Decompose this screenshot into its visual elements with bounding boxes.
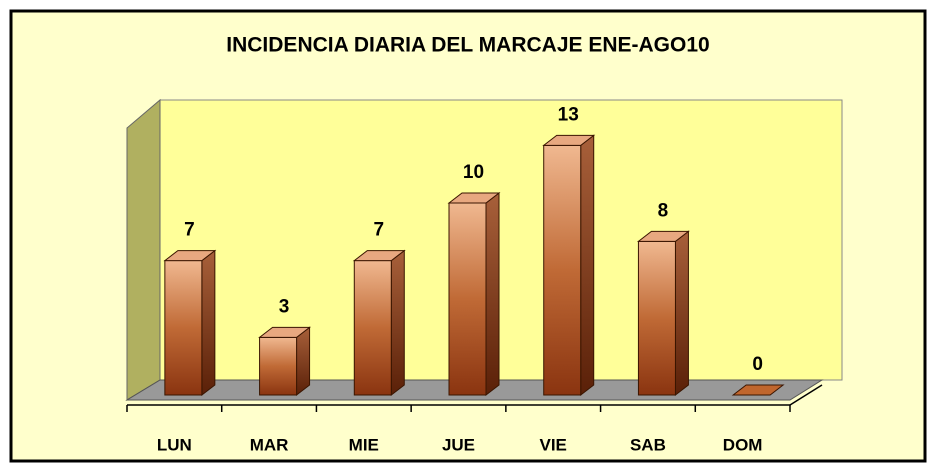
bar: [353, 260, 392, 396]
bar-side: [580, 134, 595, 397]
side-wall: [126, 98, 161, 401]
x-tick-label: MAR: [250, 435, 289, 454]
x-axis-depth: [789, 384, 823, 406]
data-label: 8: [658, 200, 669, 221]
bar-top: [447, 192, 501, 204]
bar-top: [636, 230, 690, 242]
data-label: 7: [373, 220, 384, 241]
x-tick-label: MIE: [349, 435, 379, 454]
data-label: 3: [279, 296, 290, 317]
bar-top: [258, 326, 312, 338]
x-tick-label: JUE: [442, 435, 475, 454]
data-label: 0: [752, 354, 763, 375]
bar: [448, 202, 487, 396]
x-tick-label: VIE: [540, 435, 567, 454]
bar: [543, 144, 582, 396]
bar-side: [296, 326, 311, 397]
data-label: 7: [184, 220, 195, 241]
data-label: 10: [463, 162, 484, 183]
x-tick-label: SAB: [630, 435, 666, 454]
bar-side: [674, 230, 689, 397]
bar-side: [201, 249, 216, 397]
bar-side: [390, 249, 405, 397]
bar-top: [352, 250, 406, 262]
bar: [259, 336, 298, 396]
x-tick-label: LUN: [157, 435, 192, 454]
bar-side: [485, 191, 500, 397]
x-tick-label: DOM: [723, 435, 763, 454]
bar-top: [542, 134, 596, 146]
bar: [164, 260, 203, 396]
chart-title: INCIDENCIA DIARIA DEL MARCAJE ENE-AGO10: [226, 34, 709, 57]
bar-top: [731, 384, 785, 396]
data-label: 13: [558, 104, 579, 125]
bar-top: [163, 250, 217, 262]
bar: [637, 240, 676, 396]
